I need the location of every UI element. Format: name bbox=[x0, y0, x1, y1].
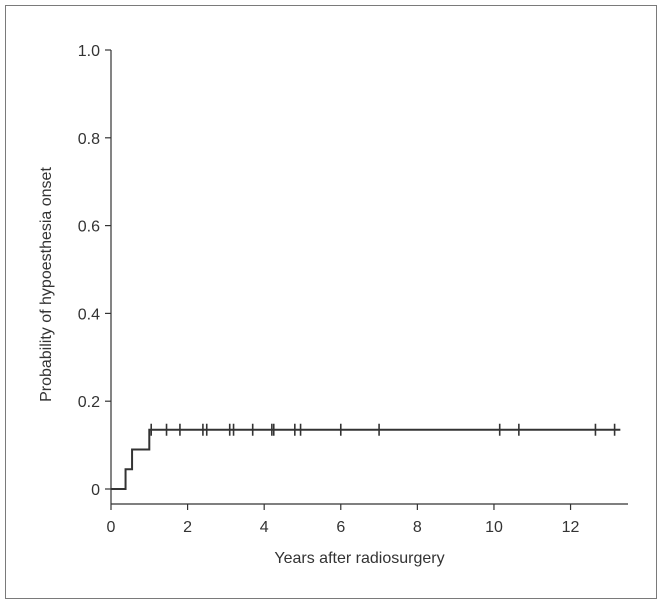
x-tick-label: 12 bbox=[562, 519, 580, 536]
x-tick-label: 4 bbox=[260, 519, 269, 536]
plot-area bbox=[111, 423, 621, 490]
x-tick-label: 10 bbox=[485, 519, 503, 536]
axes bbox=[110, 50, 628, 505]
x-tick-label: 6 bbox=[336, 519, 345, 536]
y-tick-label: 0.2 bbox=[78, 394, 100, 411]
x-axis-label: Years after radiosurgery bbox=[274, 550, 444, 567]
x-tick-label: 0 bbox=[107, 519, 116, 536]
y-tick-label: 0.4 bbox=[78, 306, 100, 323]
y-tick-label: 0.8 bbox=[78, 131, 100, 148]
y-axis-label: Probability of hypoesthesia onset bbox=[38, 167, 55, 402]
x-tick-label: 2 bbox=[183, 519, 192, 536]
x-axis-ticks: 0 2 4 6 8 10 12 bbox=[107, 504, 580, 536]
y-tick-label: 1.0 bbox=[78, 43, 100, 60]
figure-frame bbox=[5, 5, 657, 599]
y-axis-ticks: 0 0.2 0.4 0.6 0.8 1.0 bbox=[78, 43, 111, 499]
y-tick-label: 0 bbox=[91, 482, 100, 499]
x-tick-label: 8 bbox=[413, 519, 422, 536]
y-tick-label: 0.6 bbox=[78, 219, 100, 236]
survival-step-line bbox=[111, 428, 621, 490]
